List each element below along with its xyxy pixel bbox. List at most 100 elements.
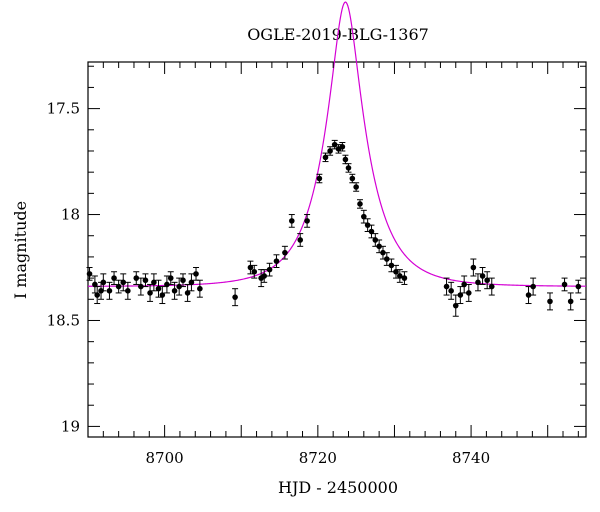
- data-point: [546, 292, 553, 311]
- point-marker: [155, 285, 162, 292]
- point-marker: [465, 290, 472, 296]
- data-point: [488, 277, 495, 296]
- data-point: [115, 279, 122, 294]
- data-point: [297, 233, 304, 247]
- data-point: [392, 264, 399, 279]
- data-point: [100, 273, 107, 292]
- data-point: [376, 239, 383, 254]
- data-point: [196, 279, 203, 298]
- data-point: [163, 275, 170, 294]
- data-point: [159, 286, 166, 305]
- point-marker: [461, 281, 467, 288]
- data-point: [342, 154, 349, 165]
- point-marker: [372, 237, 379, 243]
- x-tick-label: 8720: [299, 449, 337, 467]
- point-marker: [488, 283, 495, 290]
- data-point: [304, 214, 311, 228]
- point-marker: [273, 258, 280, 264]
- data-point: [401, 271, 408, 285]
- point-marker: [282, 249, 288, 256]
- data-point: [561, 277, 568, 292]
- point-marker: [164, 281, 170, 288]
- data-point: [288, 214, 295, 228]
- data-point: [137, 277, 144, 296]
- data-point: [94, 286, 101, 305]
- point-marker: [125, 288, 131, 294]
- point-marker: [380, 249, 386, 256]
- point-marker: [266, 266, 273, 273]
- point-marker: [171, 288, 178, 294]
- point-marker: [167, 275, 174, 281]
- point-marker: [353, 184, 359, 190]
- point-marker: [475, 279, 481, 286]
- point-marker: [401, 275, 408, 281]
- data-points-layer: [86, 139, 582, 317]
- point-marker: [251, 268, 258, 275]
- point-marker: [397, 273, 403, 279]
- axis-ticks: [87, 62, 586, 437]
- point-marker: [193, 271, 199, 277]
- point-marker: [180, 277, 186, 284]
- point-marker: [457, 292, 464, 298]
- point-marker: [567, 298, 574, 305]
- data-point: [124, 281, 131, 300]
- data-point: [457, 286, 464, 305]
- point-marker: [197, 285, 203, 292]
- data-point: [379, 245, 386, 260]
- y-axis-label: I magnitude: [11, 201, 30, 299]
- point-marker: [147, 290, 153, 296]
- point-marker: [470, 264, 477, 271]
- data-point: [266, 262, 273, 277]
- data-point: [443, 277, 450, 296]
- data-point: [273, 254, 280, 269]
- point-marker: [561, 281, 568, 288]
- data-point: [133, 271, 140, 285]
- data-point: [171, 281, 178, 300]
- data-point: [106, 281, 113, 300]
- point-marker: [342, 156, 349, 163]
- point-marker: [525, 292, 532, 298]
- y-tick-label: 18: [61, 206, 80, 224]
- data-point: [479, 267, 486, 285]
- point-marker: [184, 290, 191, 296]
- point-marker: [364, 222, 371, 228]
- data-point: [184, 283, 191, 302]
- data-point: [530, 277, 537, 296]
- data-point: [142, 273, 149, 288]
- data-point: [368, 224, 375, 239]
- data-point: [353, 182, 360, 192]
- point-marker: [120, 279, 127, 286]
- point-marker: [92, 281, 98, 288]
- point-marker: [94, 292, 100, 298]
- point-marker: [484, 277, 490, 284]
- y-tick-label: 18.5: [47, 311, 80, 329]
- point-marker: [327, 148, 333, 154]
- point-marker: [261, 273, 268, 279]
- data-point: [261, 269, 268, 283]
- point-marker: [448, 288, 454, 294]
- model-curve-layer: [88, 1, 586, 287]
- data-point: [232, 288, 239, 307]
- y-tick-label: 19: [61, 417, 80, 435]
- point-marker: [361, 213, 367, 220]
- point-marker: [159, 292, 166, 298]
- point-marker: [349, 175, 356, 182]
- data-point: [484, 271, 491, 290]
- point-marker: [138, 283, 144, 290]
- data-point: [360, 209, 367, 224]
- point-marker: [331, 141, 338, 148]
- x-axis-label: HJD - 2450000: [278, 478, 398, 497]
- point-marker: [111, 275, 117, 281]
- point-marker: [452, 302, 459, 309]
- point-marker: [479, 273, 486, 279]
- data-point: [396, 269, 403, 283]
- data-point: [193, 267, 200, 281]
- data-point: [349, 173, 356, 184]
- data-point: [167, 271, 174, 285]
- plot-frame: [87, 61, 587, 438]
- point-marker: [86, 271, 93, 277]
- data-point: [251, 264, 258, 279]
- point-marker: [115, 283, 122, 290]
- point-marker: [388, 262, 395, 269]
- data-point: [176, 277, 183, 296]
